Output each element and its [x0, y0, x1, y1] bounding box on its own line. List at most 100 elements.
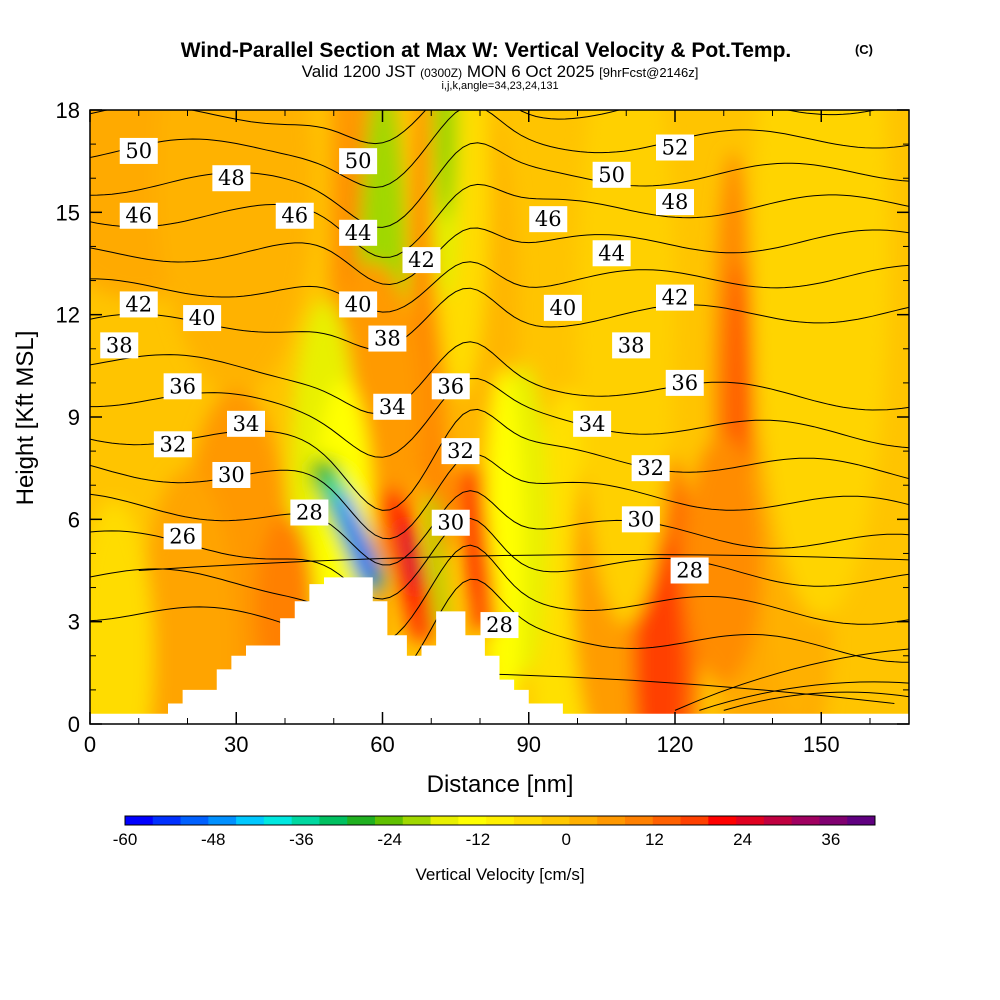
contour-label-text: 48	[218, 166, 245, 190]
contour-label-text: 40	[345, 292, 372, 316]
x-axis: 0 30 60 90 120 150	[84, 110, 871, 757]
copyright-mark: (C)	[855, 42, 873, 57]
contour-label-text: 38	[106, 333, 133, 357]
contour-label: 36	[431, 373, 470, 400]
contour-label-box	[543, 294, 582, 321]
contour-label: 42	[402, 247, 441, 274]
contour-label: 28	[670, 557, 709, 584]
velocity-band	[348, 514, 378, 586]
contour-label-box	[670, 557, 709, 584]
contour-label: 30	[621, 506, 660, 533]
colorbar-tick-label: 24	[733, 830, 752, 849]
contour-label-box	[529, 206, 568, 233]
contour-label-box	[275, 202, 314, 229]
theta-contours	[90, 0, 909, 711]
colorbar-swatch	[791, 816, 820, 825]
contour-label: 48	[212, 165, 251, 192]
contour-label: 50	[119, 137, 158, 164]
chart-subtitle: Valid 1200 JST (0300Z) MON 6 Oct 2025 [9…	[302, 62, 699, 81]
contour-label-box	[339, 219, 378, 246]
contour-label: 34	[227, 410, 265, 437]
contour-label-text: 36	[671, 371, 698, 395]
contour-label: 32	[153, 431, 192, 458]
y-tick-label: 9	[68, 405, 80, 430]
y-tick-label: 0	[68, 712, 80, 737]
contour-label-text: 46	[125, 204, 152, 228]
contour-label: 38	[100, 332, 139, 359]
contour-label-box	[402, 247, 441, 274]
contour-label-text: 28	[486, 613, 513, 637]
contour-label-text: 50	[125, 139, 152, 163]
colorbar-swatch	[291, 816, 320, 825]
colorbar-swatch	[513, 816, 543, 825]
theta-contour-line	[90, 0, 909, 6]
x-tick-label: 150	[803, 732, 840, 757]
contour-label: 34	[573, 410, 612, 437]
y-tick-label: 6	[68, 507, 80, 532]
contour-label-text: 42	[662, 286, 689, 310]
x-tick-label: 0	[84, 732, 96, 757]
colorbar-swatch	[847, 816, 876, 825]
colorbar-swatch	[375, 816, 404, 825]
contour-label-text: 28	[676, 559, 703, 583]
colorbar-swatch	[652, 816, 682, 825]
y-tick-label: 3	[68, 610, 80, 635]
contour-label: 30	[431, 509, 470, 536]
colorbar-swatch	[708, 816, 737, 825]
y-tick-label: 12	[56, 303, 80, 328]
contour-label-box	[163, 523, 202, 550]
contour-label: 26	[163, 523, 202, 550]
contour-label-box	[621, 506, 660, 533]
theta-contour-line	[674, 648, 909, 711]
valid-prefix: Valid 1200 JST	[302, 62, 416, 81]
y-tick-label: 18	[56, 98, 80, 123]
contour-label-box	[612, 332, 651, 359]
colorbar-tick-label: -48	[201, 830, 226, 849]
theta-contour-line	[90, 287, 909, 350]
theta-contour-line	[90, 183, 909, 258]
contour-label: 52	[656, 134, 694, 161]
contour-label: 34	[373, 393, 412, 420]
theta-contour-line	[90, 408, 909, 511]
colorbar-tick-label: -12	[466, 830, 491, 849]
theta-contour-line	[90, 544, 909, 643]
contour-label: 46	[275, 202, 314, 229]
contour-label: 46	[119, 202, 158, 229]
contour-label-text: 32	[447, 439, 474, 463]
contour-label-box	[339, 148, 378, 175]
theta-contour-line	[90, 110, 878, 145]
contour-label-box	[656, 189, 694, 216]
contour-label-box	[119, 291, 158, 318]
contour-label-box	[368, 325, 407, 352]
theta-contour-line	[723, 691, 909, 711]
theta-contour-line	[90, 490, 909, 566]
contour-label-box	[183, 305, 222, 332]
contour-label: 40	[339, 291, 378, 318]
theta-contour-line	[138, 554, 909, 571]
colorbar-swatch	[458, 816, 487, 825]
terrain	[90, 577, 909, 724]
contour-label-box	[592, 161, 631, 188]
colorbar-tick-label: -60	[113, 830, 138, 849]
colorbar-swatch	[819, 816, 848, 825]
contour-label-box	[431, 509, 470, 536]
colorbar-swatch	[430, 816, 459, 825]
colorbar-swatch	[125, 816, 154, 825]
contour-label: 36	[665, 369, 704, 396]
velocity-cell	[753, 110, 890, 619]
contour-label-text: 32	[160, 432, 187, 456]
colorbar-swatch	[319, 816, 348, 825]
contour-label-text: 38	[374, 327, 401, 351]
colorbar-swatch	[486, 816, 515, 825]
colorbar-swatch	[569, 816, 598, 825]
x-tick-label: 30	[224, 732, 248, 757]
colorbar-tick-label: 12	[645, 830, 664, 849]
theta-contour-line	[90, 110, 909, 189]
contour-label-box	[665, 369, 704, 396]
contour-label-text: 34	[233, 412, 260, 436]
colorbar-swatch	[736, 816, 765, 825]
contour-label-text: 40	[189, 306, 216, 330]
contour-label: 40	[183, 305, 222, 332]
valid-utc: (0300Z)	[420, 66, 462, 80]
